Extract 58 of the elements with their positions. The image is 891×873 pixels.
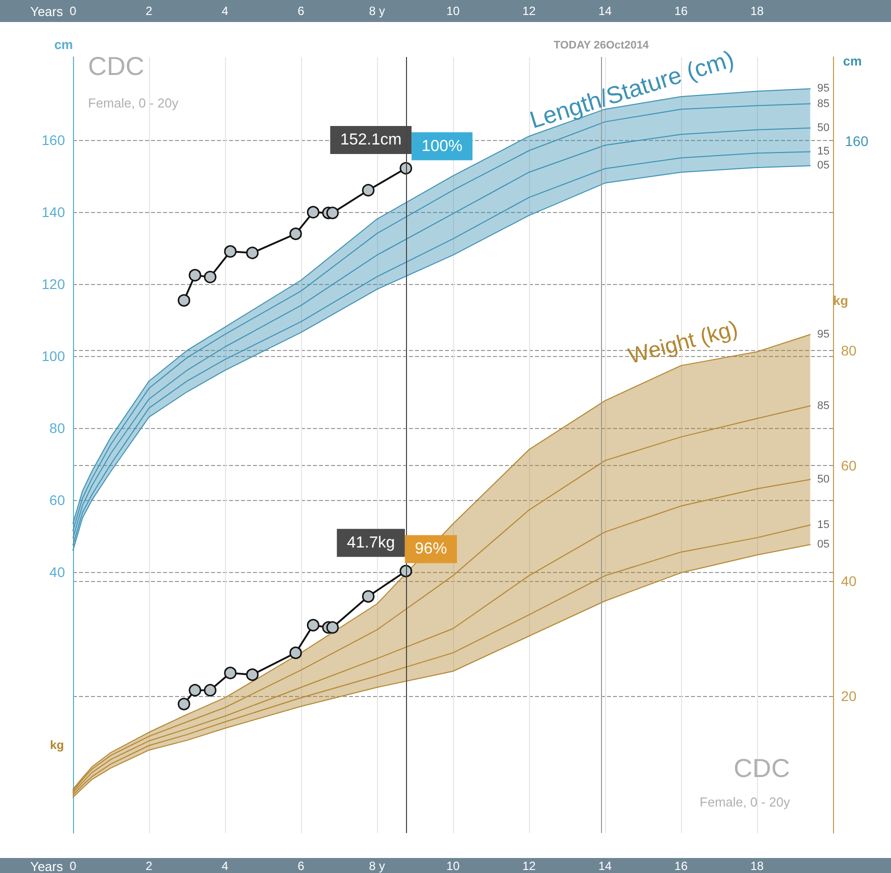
y-tick-label: 80 [49,420,66,436]
x-tick-label: 2 [146,859,153,873]
annotation: CDC [88,51,144,81]
x2-tick-label: 6 [298,4,305,18]
data-label: 152.1cm [340,132,402,149]
y-tick-label: 40 [49,564,66,580]
y2-tick-label: 60 [841,458,857,474]
x-tick-label: 16 [674,859,688,873]
annotation: 96% [414,540,447,558]
data-label: 41.7kg [346,534,395,552]
x-tick-label: 8 y [368,859,386,873]
y2-tick-label: 40 [841,572,857,589]
x-tick-label: 0 [70,859,77,873]
series-label: 85 [817,400,830,412]
x-axis-title: Years [30,859,64,873]
series-label: 50 [817,474,830,486]
text: cm [843,54,862,68]
x2-tick-label: 2 [146,4,153,18]
series-label: 85 [817,98,830,110]
x2-axis-title: Years [30,4,64,19]
x2-tick-label: 4 [222,4,229,18]
annotation: Female, 0 - 20y [700,794,790,810]
x2-tick-label: 14 [598,4,612,18]
series-label: 95 [817,82,830,95]
y-tick-label: 120 [42,276,66,292]
annotation: Weight (kg) [626,316,740,368]
text: kg [50,738,64,752]
x-tick-label: 12 [522,859,536,873]
x2-tick-label: 0 [70,4,77,18]
series-label: 05 [817,160,830,172]
y-tick-label: 160 [42,132,66,148]
series-label: 15 [817,519,830,532]
text: 160 [845,133,869,149]
y2-tick-label: 80 [841,342,857,359]
x-tick-label: 18 [750,859,764,873]
x2-tick-label: 10 [446,4,460,18]
annotation: 100% [422,138,462,155]
x-tick-label: 10 [446,859,460,873]
y-tick-label: 100 [42,348,66,364]
series-label: 15 [817,146,830,158]
x-tick-label: 6 [298,859,305,873]
x2-tick-label: 18 [750,4,764,18]
x2-tick-label: 16 [674,4,688,18]
annotation: CDC [734,753,790,783]
series-label: 50 [817,122,830,134]
series-label: 95 [817,328,830,340]
x2-tick-label: 8 y [368,4,386,18]
y-tick-label: 140 [42,204,66,220]
ref-line-label: TODAY 26Oct2014 [554,40,650,52]
series-label: 05 [817,538,830,551]
y-tick-label: 60 [49,492,66,508]
y2-tick-label: 20 [841,688,857,704]
x-tick-label: 14 [598,859,612,873]
y2-axis-title: kg [833,293,848,308]
y-axis-title: cm [54,37,73,52]
x-tick-label: 4 [222,859,229,873]
x2-tick-label: 12 [522,4,536,18]
annotation: Female, 0 - 20y [88,96,179,110]
